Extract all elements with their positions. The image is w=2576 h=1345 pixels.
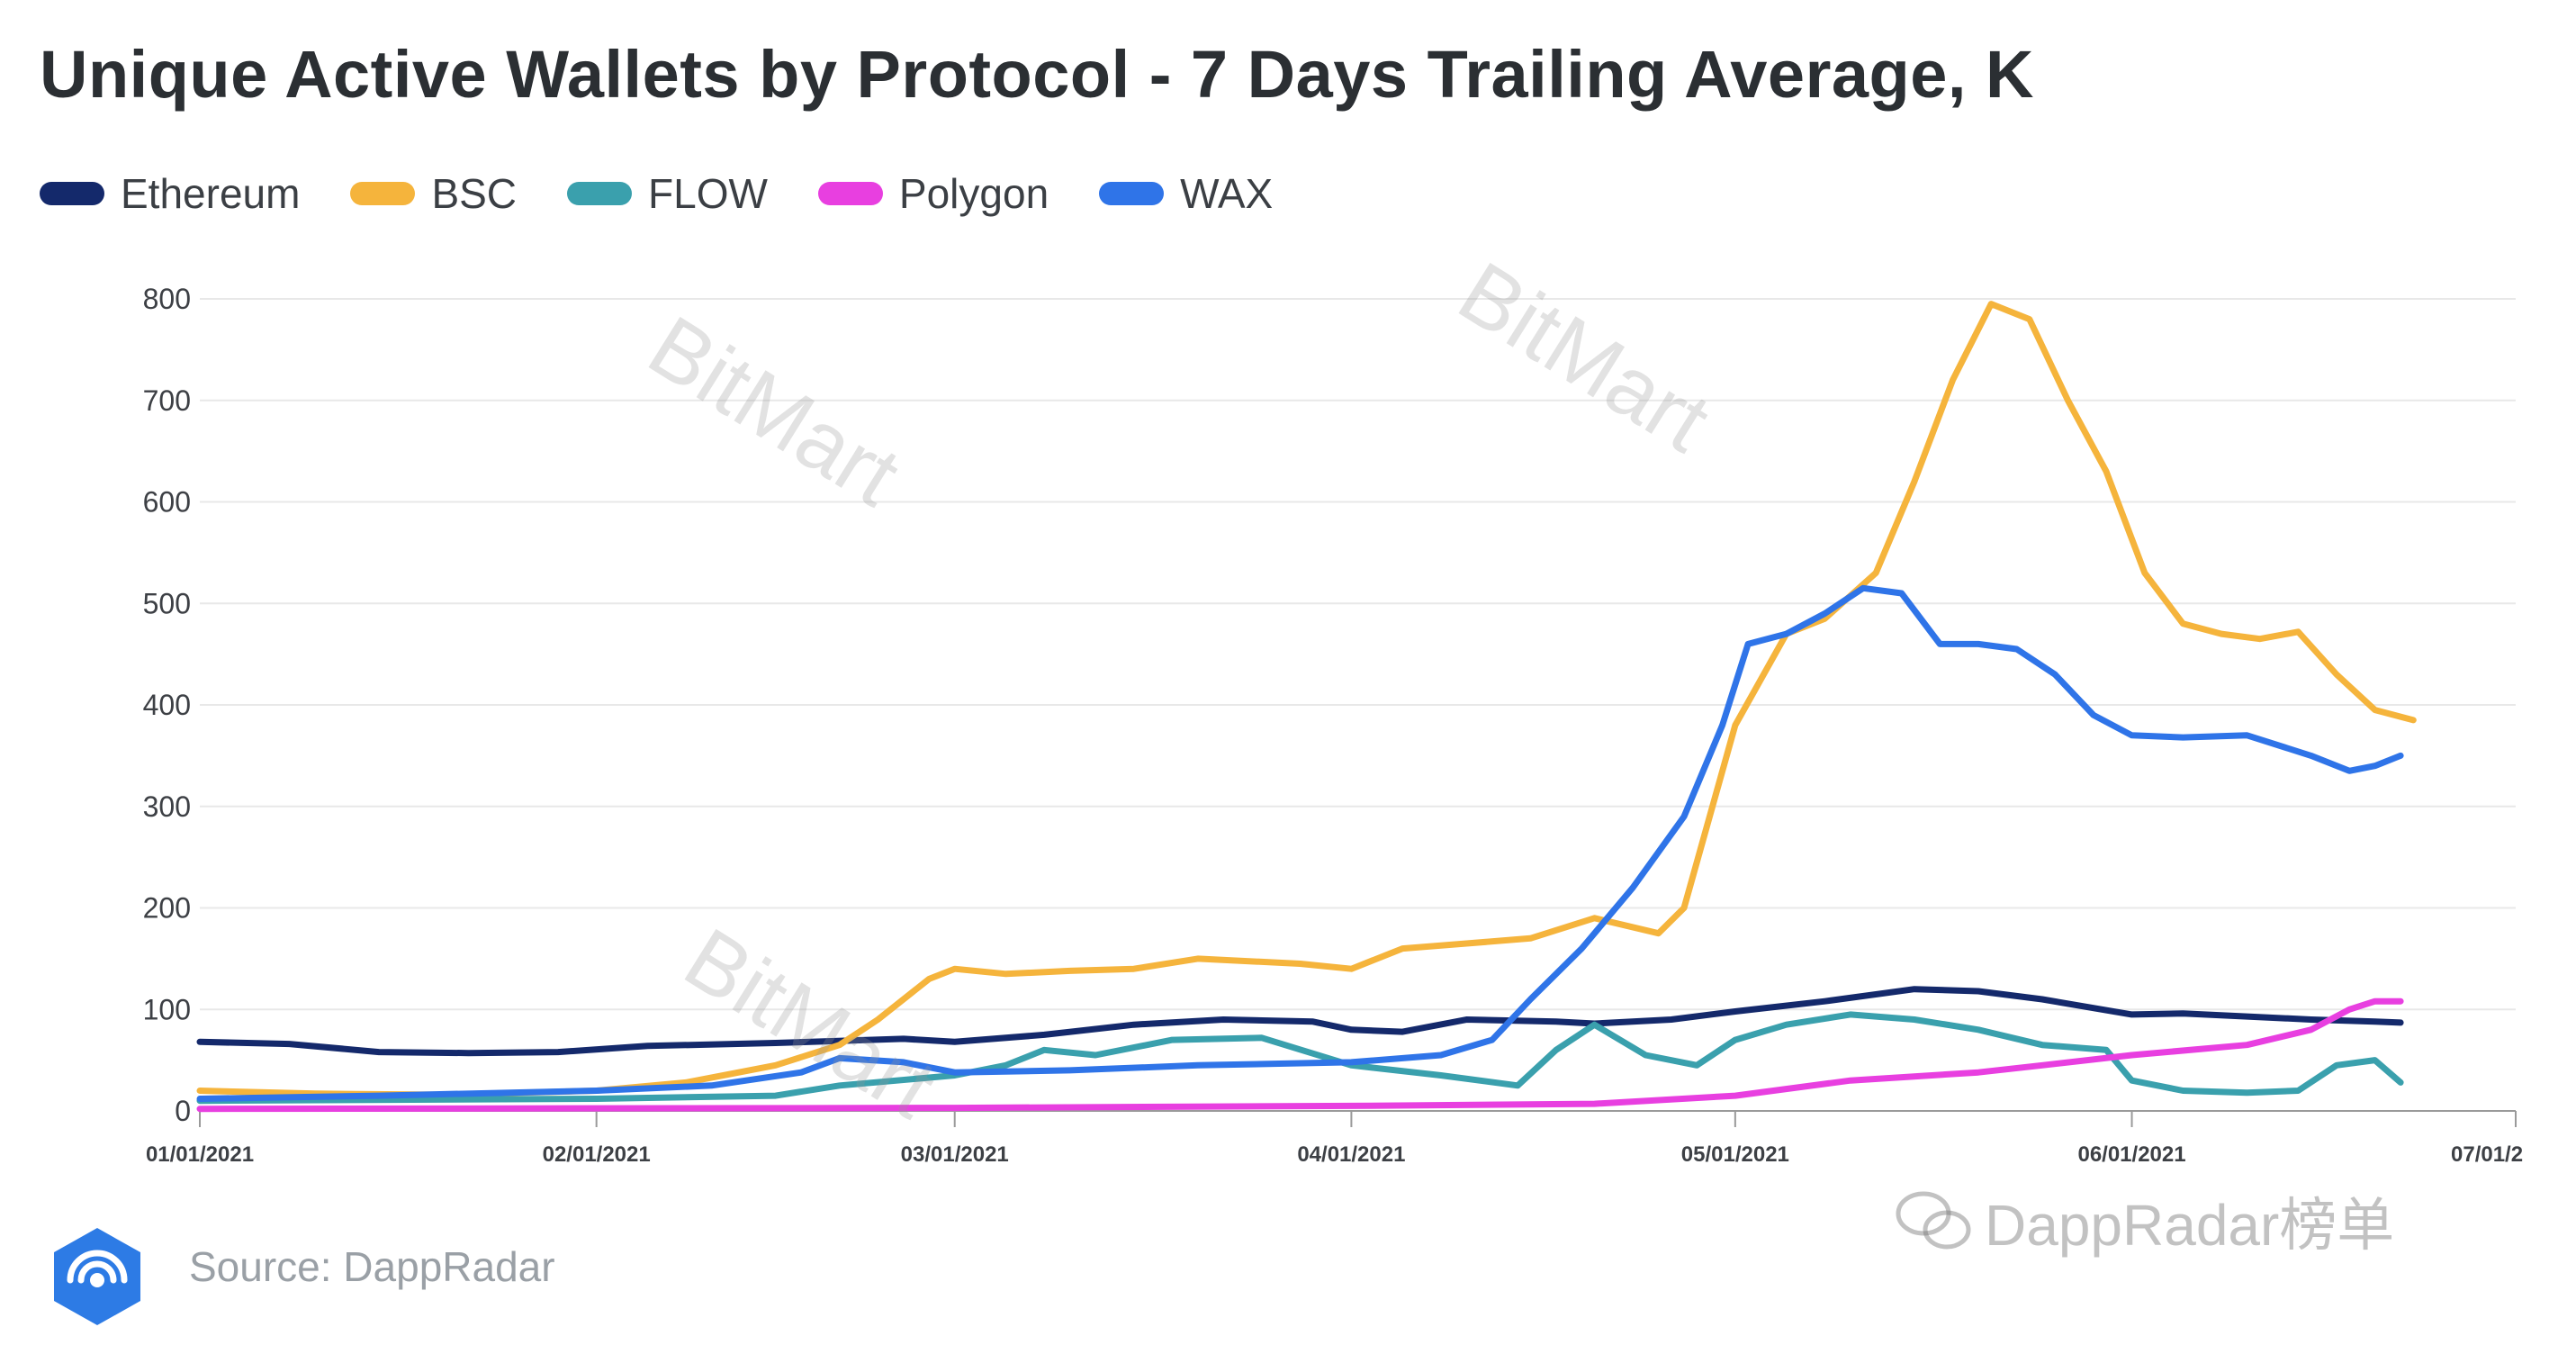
legend-item-polygon[interactable]: Polygon [817, 169, 1049, 218]
y-tick-label: 0 [175, 1095, 191, 1127]
x-tick-label: 05/01/2021 [1681, 1142, 1789, 1167]
y-tick-label: 400 [143, 689, 191, 721]
legend-swatch-bsc [350, 182, 416, 205]
series-line-ethereum [196, 986, 2404, 1057]
y-tick-label: 500 [143, 587, 191, 619]
x-tick-label: 03/01/2021 [901, 1142, 1009, 1167]
legend-item-ethereum[interactable]: Ethereum [40, 169, 300, 218]
series-line-wax [196, 584, 2404, 1102]
chart-series [196, 301, 2417, 1113]
legend-item-flow[interactable]: FLOW [567, 169, 768, 218]
chart-axes: 0 100 200 300 400 500 600 700 800 01/01/2021 02/01… [143, 283, 2523, 1167]
y-tick-label: 800 [143, 283, 191, 315]
dappradar-mark: DappRadar榜单 [1895, 1179, 2394, 1262]
x-tick-label: 07/01/2 [2451, 1142, 2523, 1167]
x-tick-label: 02/01/2021 [543, 1142, 651, 1167]
x-tick-label: 01/01/2021 [146, 1142, 254, 1167]
source-text: Source: DappRadar [189, 1243, 555, 1290]
legend-swatch-ethereum [40, 182, 104, 205]
y-tick-label: 300 [143, 790, 191, 823]
wechat-icon [1896, 1191, 1971, 1250]
legend-label-wax: WAX [1180, 170, 1274, 217]
legend-label-ethereum: Ethereum [121, 170, 301, 217]
dappradar-mark-text: DappRadar榜单 [1985, 1193, 2395, 1258]
chart-title: Unique Active Wallets by Protocol - 7 Da… [40, 37, 2034, 112]
y-tick-label: 100 [143, 993, 191, 1025]
series-line-polygon [196, 997, 2404, 1113]
x-tick-label: 06/01/2021 [2077, 1142, 2185, 1167]
x-tick-label: 04/01/2021 [1297, 1142, 1405, 1167]
y-tick-label: 200 [143, 892, 191, 925]
series-line-bsc [196, 301, 2417, 1098]
y-tick-label: 600 [143, 486, 191, 519]
chart-grid [200, 298, 2516, 1112]
legend-swatch-polygon [817, 182, 883, 205]
legend-label-bsc: BSC [431, 170, 518, 217]
legend-label-flow: FLOW [648, 170, 768, 217]
legend: Ethereum BSC FLOW Polygon WAX [40, 169, 1273, 218]
legend-label-polygon: Polygon [898, 170, 1049, 217]
legend-swatch-flow [567, 182, 633, 205]
legend-item-wax[interactable]: WAX [1099, 169, 1273, 218]
dappradar-logo-icon [54, 1228, 140, 1325]
legend-swatch-wax [1099, 182, 1165, 205]
series-line-flow [196, 1011, 2404, 1105]
legend-item-bsc[interactable]: BSC [350, 169, 517, 218]
y-tick-label: 700 [143, 384, 191, 417]
